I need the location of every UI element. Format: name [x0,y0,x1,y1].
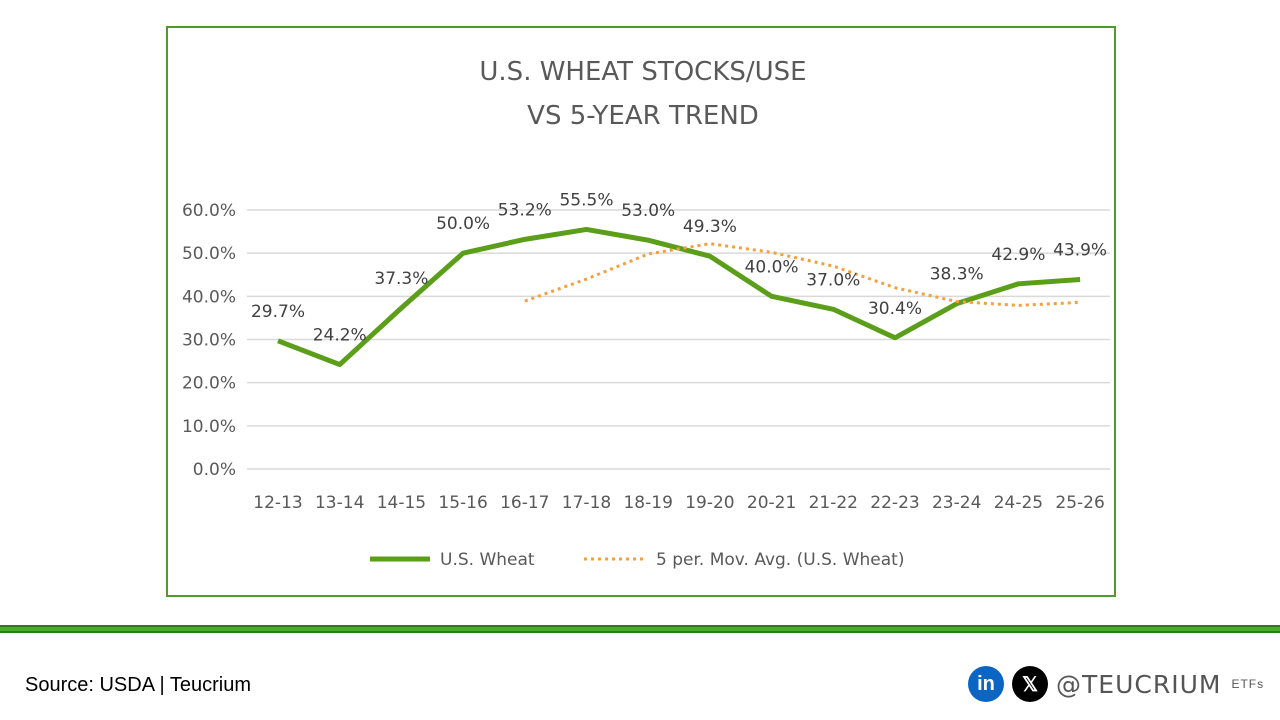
x-tick-label: 22-23 [870,493,919,513]
x-tick-label: 24-25 [994,493,1043,513]
x-tick-label: 21-22 [809,493,858,513]
x-tick-label: 20-21 [747,493,796,513]
x-tick-label: 13-14 [315,493,364,513]
data-label: 53.2% [498,200,552,220]
footer-divider [0,625,1280,633]
data-label: 38.3% [930,265,984,285]
y-tick-label: 60.0% [182,201,236,221]
y-tick-label: 30.0% [182,331,236,351]
data-label: 55.5% [559,190,613,210]
x-icon[interactable]: 𝕏 [1012,666,1048,702]
data-label: 42.9% [991,245,1045,265]
x-tick-label: 15-16 [438,493,487,513]
source-note: Source: USDA | Teucrium [25,674,252,696]
x-tick-label: 25-26 [1055,493,1104,513]
data-label: 37.0% [806,270,860,290]
x-tick-label: 19-20 [685,493,734,513]
x-tick-label: 17-18 [562,493,611,513]
chart-title-line1: U.S. WHEAT STOCKS/USE [479,57,806,87]
y-tick-label: 50.0% [182,244,236,264]
brand-footer: in 𝕏 @TEUCRIUM ETFs [968,666,1264,702]
data-label: 49.3% [683,217,737,237]
x-tick-label: 12-13 [253,493,302,513]
data-label: 24.2% [313,326,367,346]
linkedin-icon[interactable]: in [968,666,1004,702]
legend: U.S. Wheat 5 per. Mov. Avg. (U.S. Wheat) [370,550,904,570]
data-label: 50.0% [436,214,490,234]
y-tick-label: 0.0% [193,460,236,480]
etfs-label: ETFs [1231,677,1265,691]
data-label: 37.3% [374,269,428,289]
x-tick-label: 14-15 [377,493,426,513]
x-tick-label: 23-24 [932,493,981,513]
teucrium-handle: @TEUCRIUM [1056,669,1222,699]
x-tick-label: 18-19 [623,493,672,513]
x-tick-label: 16-17 [500,493,549,513]
data-label: 40.0% [745,257,799,277]
data-label: 53.0% [621,201,675,221]
data-label: 29.7% [251,302,305,322]
chart-title-line2: VS 5-YEAR TREND [527,101,759,131]
legend-label-moving-average: 5 per. Mov. Avg. (U.S. Wheat) [656,550,904,570]
y-tick-label: 10.0% [182,417,236,437]
legend-label-us-wheat: U.S. Wheat [440,550,535,570]
data-label: 43.9% [1053,240,1107,260]
line-chart: U.S. WHEAT STOCKS/USE VS 5-YEAR TREND 0.… [182,57,1110,570]
y-tick-label: 40.0% [182,287,236,307]
y-tick-label: 20.0% [182,374,236,394]
chart-frame: U.S. WHEAT STOCKS/USE VS 5-YEAR TREND 0.… [166,26,1116,597]
series-line-moving-average [524,242,1081,307]
data-label: 30.4% [868,299,922,319]
